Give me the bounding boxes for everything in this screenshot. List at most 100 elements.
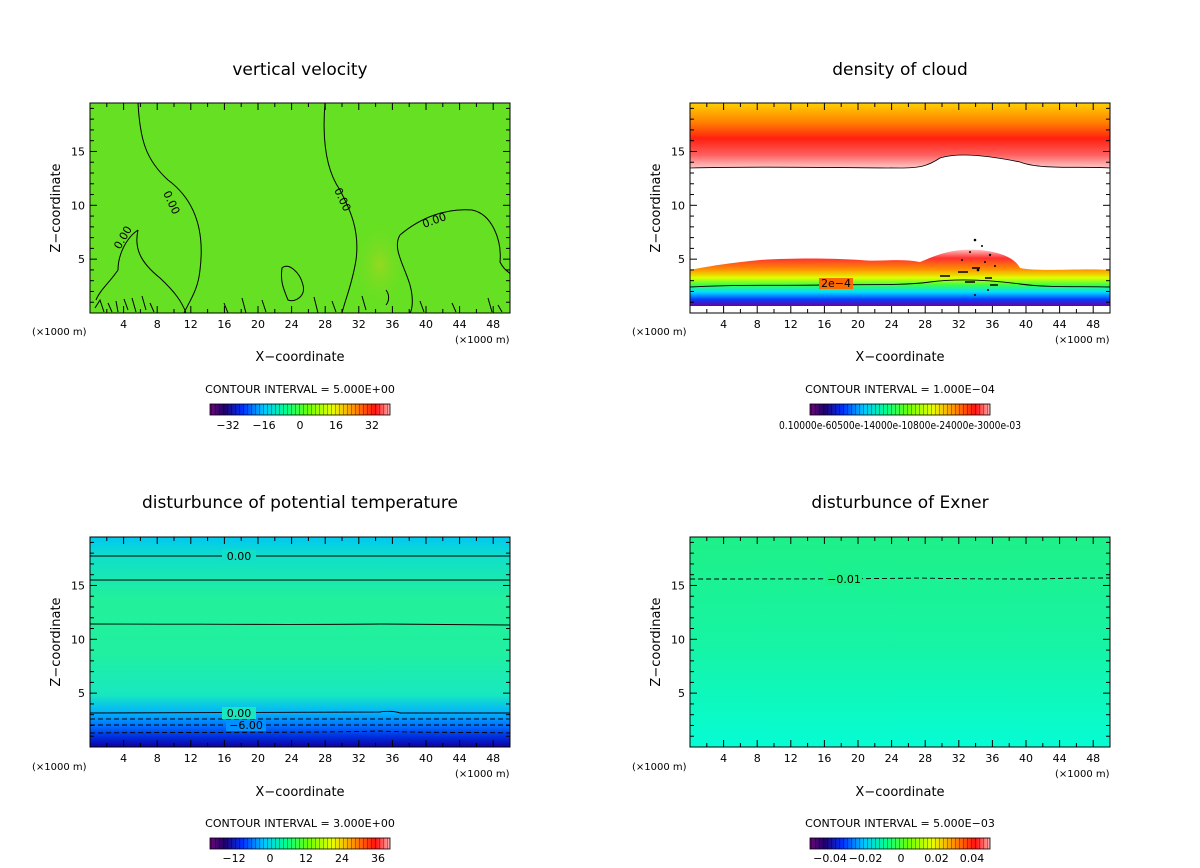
y-tick-label: 10 xyxy=(71,633,85,646)
x-tick-label: 4 xyxy=(120,318,127,331)
x-tick-label: 4 xyxy=(720,752,727,765)
y-axis-label: Z−coordinate xyxy=(49,163,64,252)
contour-label: 0.00 xyxy=(222,707,256,720)
colorbar-tick-label: 24 xyxy=(335,852,349,865)
y-tick-label: 10 xyxy=(671,199,685,212)
x-tick-label: 32 xyxy=(952,752,966,765)
colorbar-tick-label: −0.02 xyxy=(849,852,883,865)
x-tick-label: 12 xyxy=(184,318,198,331)
y-axis-label: Z−coordinate xyxy=(649,163,664,252)
y-tick-label: 5 xyxy=(678,253,685,266)
x-tick-label: 48 xyxy=(1086,318,1100,331)
panel-title: disturbunce of potential temperature xyxy=(142,493,458,513)
x-tick-label: 24 xyxy=(885,318,899,331)
contour-label: −0.01 xyxy=(826,573,862,586)
x-unit-right: (×1000 m) xyxy=(455,769,510,780)
field-fill xyxy=(690,537,1110,747)
scattered-points xyxy=(961,238,996,296)
x-axis-label: X−coordinate xyxy=(255,350,344,365)
x-unit-right: (×1000 m) xyxy=(1055,335,1110,346)
contour-interval: CONTOUR INTERVAL = 5.000E−03 xyxy=(805,817,995,830)
colorbar xyxy=(209,837,391,850)
colorbar-tick-labels: 0.10000e-60500e-14000e-10800e-24000e-300… xyxy=(779,419,1021,432)
x-tick-label: 32 xyxy=(352,318,366,331)
y-tick-label: 15 xyxy=(671,579,685,592)
colorbar-tick-label: −16 xyxy=(252,419,275,432)
x-tick-label: 40 xyxy=(1019,318,1033,331)
x-tick-label: 12 xyxy=(784,752,798,765)
x-tick-label: 4 xyxy=(120,752,127,765)
colorbar-tick-label: 16 xyxy=(329,419,343,432)
y-tick-label: 5 xyxy=(78,687,85,700)
contour-lines xyxy=(689,267,1111,288)
colorbar-tick-label: 36 xyxy=(371,852,385,865)
x-tick-label: 48 xyxy=(486,318,500,331)
contour-label: 0.00 xyxy=(222,550,256,563)
contour-label: 2e−4 xyxy=(819,277,853,290)
contour-lines xyxy=(94,102,511,314)
x-tick-label: 20 xyxy=(251,752,265,765)
x-tick-label: 12 xyxy=(784,318,798,331)
colorbar-tick-label: −32 xyxy=(216,419,239,432)
x-tick-label: 40 xyxy=(1019,752,1033,765)
panel-title: vertical velocity xyxy=(232,60,367,80)
x-tick-label: 24 xyxy=(285,318,299,331)
x-tick-label: 16 xyxy=(817,752,831,765)
x-axis-label: X−coordinate xyxy=(255,785,344,800)
contour-interval: CONTOUR INTERVAL = 1.000E−04 xyxy=(805,383,995,396)
colorbar-tick-label: −12 xyxy=(222,852,245,865)
x-tick-label: 24 xyxy=(285,752,299,765)
x-tick-label: 44 xyxy=(453,318,467,331)
contour-interval: CONTOUR INTERVAL = 5.000E+00 xyxy=(205,383,395,396)
x-tick-label: 28 xyxy=(918,752,932,765)
colorbar-tick-label: 0.04 xyxy=(960,852,985,865)
colorbar-ticks: −32 −16 0 16 32 xyxy=(216,419,379,432)
x-tick-label: 40 xyxy=(419,752,433,765)
panel-potential-temperature: disturbunce of potential temperature 0.0… xyxy=(32,493,511,865)
x-unit-left: (×1000 m) xyxy=(32,762,87,773)
plot-frame xyxy=(689,102,1111,314)
field-fill xyxy=(90,537,510,747)
plot-frame xyxy=(689,536,1111,748)
x-tick-label: 16 xyxy=(217,752,231,765)
x-tick-label: 44 xyxy=(453,752,467,765)
plot-frame xyxy=(89,536,511,748)
plot-frame xyxy=(89,102,511,314)
x-tick-label: 28 xyxy=(318,318,332,331)
x-tick-label: 32 xyxy=(952,318,966,331)
x-tick-label: 36 xyxy=(385,752,399,765)
x-tick-label: 20 xyxy=(851,318,865,331)
x-tick-label: 48 xyxy=(486,752,500,765)
x-tick-label: 8 xyxy=(154,752,161,765)
x-tick-label: 20 xyxy=(851,752,865,765)
x-tick-label: 8 xyxy=(154,318,161,331)
colorbar xyxy=(809,403,991,416)
x-tick-label: 16 xyxy=(217,318,231,331)
panel-title: disturbunce of Exner xyxy=(811,493,988,513)
svg-text:2e−4: 2e−4 xyxy=(821,277,851,290)
x-tick-label: 24 xyxy=(885,752,899,765)
y-tick-label: 15 xyxy=(71,579,85,592)
x-tick-label: 44 xyxy=(1053,752,1067,765)
colorbar-tick-label: 0 xyxy=(297,419,304,432)
x-unit-left: (×1000 m) xyxy=(632,762,687,773)
colorbar-tick-label: 12 xyxy=(299,852,313,865)
x-tick-label: 32 xyxy=(352,752,366,765)
colorbar-tick-label: 32 xyxy=(365,419,379,432)
colorbar-ticks: −0.04 −0.02 0 0.02 0.04 xyxy=(813,852,984,865)
x-tick-label: 36 xyxy=(385,318,399,331)
x-tick-label: 36 xyxy=(985,752,999,765)
x-tick-label: 40 xyxy=(419,318,433,331)
contour-lines xyxy=(89,555,511,734)
x-tick-label: 28 xyxy=(918,318,932,331)
y-tick-label: 15 xyxy=(671,145,685,158)
x-tick-label: 28 xyxy=(318,752,332,765)
panel-exner: disturbunce of Exner −0.01 4 8 12 16 20 24 28 3… xyxy=(632,493,1111,865)
x-axis-label: X−coordinate xyxy=(855,785,944,800)
svg-text:0.00: 0.00 xyxy=(227,707,252,720)
contour-line xyxy=(689,577,1111,580)
